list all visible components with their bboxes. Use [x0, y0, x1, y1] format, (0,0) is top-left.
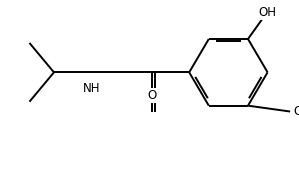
Text: NH: NH [83, 82, 100, 95]
Text: OH: OH [294, 105, 299, 118]
Text: O: O [147, 89, 157, 102]
Text: OH: OH [259, 5, 277, 19]
